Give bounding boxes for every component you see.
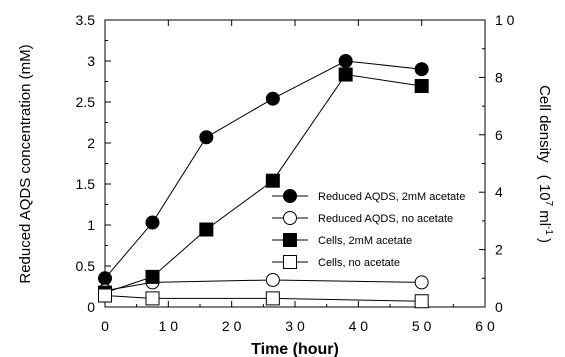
y-left-tick-label: 2.5 xyxy=(76,94,96,110)
legend-label: Reduced AQDS, 2mM acetate xyxy=(318,191,465,203)
x-tick-label: 4 0 xyxy=(349,318,369,334)
data-point-series-1 xyxy=(414,275,429,290)
data-point-series-0 xyxy=(414,62,429,77)
series-line-0 xyxy=(104,60,422,279)
x-tick-label: 1 0 xyxy=(159,318,179,334)
y-axis-right-close: ) xyxy=(536,238,553,243)
legend-label: Cells, no acetate xyxy=(318,257,400,269)
y-left-tick-label: 2 xyxy=(87,135,95,151)
y-left-tick-label: 3.5 xyxy=(76,12,96,28)
y-right-tick-label: 6 xyxy=(495,127,503,143)
legend-marker xyxy=(283,211,297,225)
y-axis-right-exp: 7 xyxy=(543,201,554,207)
y-right-tick-label: 8 xyxy=(495,69,503,85)
legend-label: Reduced AQDS, no acetate xyxy=(318,213,453,225)
series-line-2 xyxy=(104,73,422,294)
x-tick-label: 2 0 xyxy=(222,318,242,334)
data-point-series-0 xyxy=(98,271,112,286)
data-point-series-1 xyxy=(265,272,280,287)
y-axis-right-unit2: ml xyxy=(536,210,553,226)
legend-label: Cells, 2mM acetate xyxy=(318,235,412,247)
y-left-tick-label: 3 xyxy=(87,53,95,69)
x-tick-label: 3 0 xyxy=(285,318,305,334)
x-axis-title: Time (hour) xyxy=(251,341,339,357)
series-markers xyxy=(98,54,429,309)
y-left-tick-label: 0 xyxy=(87,299,95,315)
data-point-series-2 xyxy=(199,222,214,237)
y-left-tick-label: 1 xyxy=(87,217,95,233)
legend-marker xyxy=(283,233,297,247)
data-point-series-2 xyxy=(414,79,429,94)
data-point-series-0 xyxy=(145,215,160,230)
data-point-series-3 xyxy=(145,291,160,306)
x-tick-label: 0 xyxy=(101,318,109,334)
y-axis-right-unit: ( 10 xyxy=(536,175,553,201)
y-left-tick-label: 1.5 xyxy=(76,176,96,192)
y-right-tick-label: 4 xyxy=(495,184,503,200)
data-point-series-3 xyxy=(265,291,280,306)
axis-ticks xyxy=(104,19,486,308)
legend-marker xyxy=(283,255,297,269)
series-line-1 xyxy=(104,279,422,292)
y-axis-right-title: Cell density ( 107 ml-1) xyxy=(536,85,554,243)
data-point-series-0 xyxy=(199,130,214,145)
series-lines xyxy=(104,60,422,302)
y-axis-left-title: Reduced AQDS concentration (mM) xyxy=(17,44,34,283)
legend: Reduced AQDS, 2mM acetate Reduced AQDS, n… xyxy=(272,189,465,269)
y-axis-right-exp2: -1 xyxy=(543,226,554,235)
data-point-series-0 xyxy=(265,91,280,106)
svg-text:Cell density ( 107ml-1): Cell density ( 107 ml-1) xyxy=(536,85,554,243)
data-point-series-3 xyxy=(414,294,429,309)
y-axis-right-label: Cell density xyxy=(536,85,553,163)
x-tick-label: 5 0 xyxy=(412,318,432,334)
legend-marker xyxy=(283,189,297,203)
y-right-tick-label: 1 0 xyxy=(495,12,515,28)
x-tick-label: 6 0 xyxy=(475,318,495,334)
data-point-series-2 xyxy=(338,67,353,82)
y-left-tick-label: 0.5 xyxy=(76,258,96,274)
data-point-series-3 xyxy=(98,288,112,303)
data-point-series-0 xyxy=(338,54,353,68)
y-right-tick-label: 2 xyxy=(495,242,503,258)
data-point-series-2 xyxy=(265,173,280,188)
series-line-3 xyxy=(104,295,422,302)
y-right-tick-label: 0 xyxy=(495,299,503,315)
data-point-series-2 xyxy=(145,269,160,284)
